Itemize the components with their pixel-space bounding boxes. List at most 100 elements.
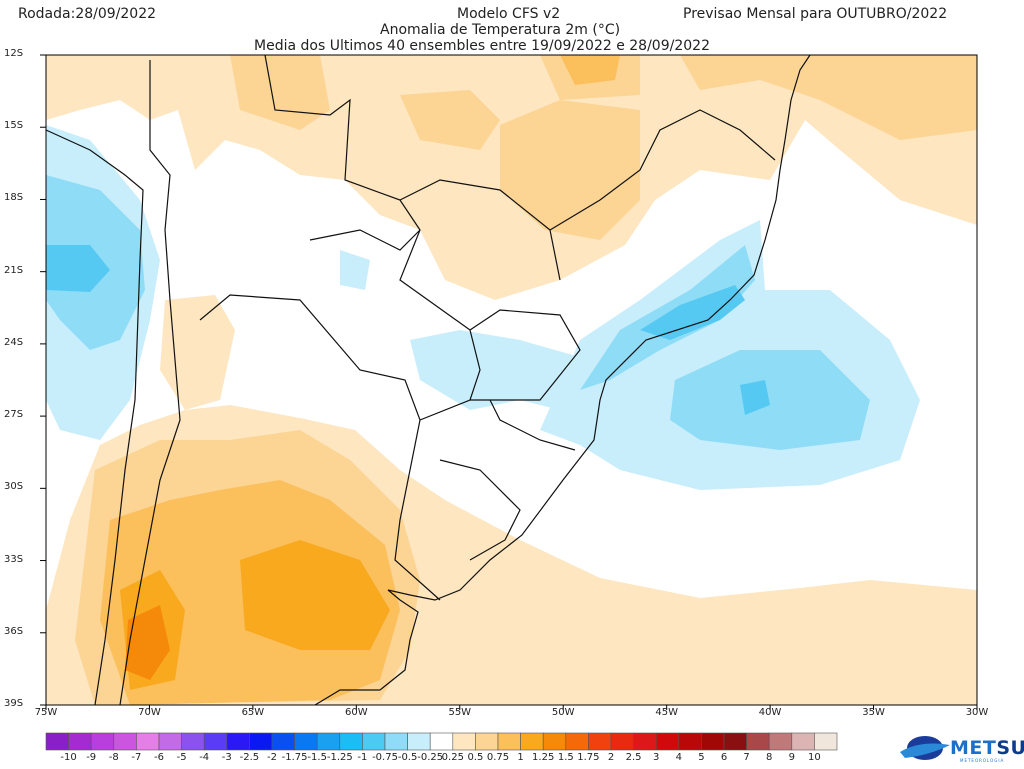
colorbar-swatch — [429, 732, 454, 751]
colorbar-swatch — [316, 732, 341, 751]
colorbar-label: 5 — [698, 752, 705, 763]
colorbar-label: 3 — [653, 752, 660, 763]
colorbar-swatch — [542, 732, 567, 751]
latitude-label: 21S — [4, 264, 24, 276]
coastline — [45, 54, 811, 706]
colorbar-label: -5 — [176, 752, 187, 763]
colorbar-label: 4 — [675, 752, 682, 763]
colorbar-label: -7 — [131, 752, 142, 763]
colorbar-swatch — [497, 732, 521, 751]
colorbar-label: -9 — [86, 752, 97, 763]
colorbar-swatch — [384, 732, 408, 751]
colorbar-swatch — [45, 732, 69, 751]
colorbar-label: 1.25 — [532, 752, 555, 763]
longitude-ticks — [45, 705, 978, 710]
colorbar-label: -4 — [199, 752, 210, 763]
colorbar-label: -0.5 — [397, 752, 418, 763]
model-name: Modelo CFS v2 — [457, 6, 561, 22]
colorbar-label: -0.75 — [372, 752, 398, 763]
metsul-logo-subtitle: METEOROLOGIA — [960, 758, 1005, 763]
colorbar-label: -1.25 — [326, 752, 353, 763]
coastlines-and-borders — [45, 54, 811, 706]
colorbar-swatch — [475, 732, 499, 751]
colorbar-label: -2 — [267, 752, 277, 763]
colorbar-swatch — [588, 732, 612, 751]
colorbar-label: -8 — [108, 752, 119, 763]
colorbar-swatch — [452, 732, 476, 751]
longitude-label: 30W — [965, 707, 989, 718]
colorbar-swatch — [791, 732, 815, 751]
latitude-label: 15S — [4, 120, 24, 132]
colorbar-label: 1.75 — [577, 752, 600, 763]
colorbar-label: 6 — [720, 752, 728, 763]
longitude-label: 65W — [241, 707, 265, 718]
colorbar-swatch — [701, 732, 725, 751]
longitude-label: 35W — [862, 707, 885, 718]
colorbar-swatch — [610, 732, 634, 751]
country-border — [199, 54, 776, 601]
colorbar-swatch — [136, 732, 160, 751]
colorbar-swatch — [249, 732, 273, 751]
colorbar-label: -2.5 — [239, 752, 260, 763]
colorbar-swatch — [768, 732, 793, 751]
colorbar-swatch — [113, 732, 137, 751]
colorbar-label: 2.5 — [625, 752, 642, 763]
colorbar-label: -1.75 — [281, 752, 308, 763]
colorbar-swatch — [655, 732, 680, 751]
colorbar-swatch — [271, 732, 295, 751]
colorbar-label: 7 — [743, 752, 750, 763]
latitude-label: 33S — [4, 553, 24, 565]
colorbar-label: 9 — [788, 752, 795, 763]
colorbar-label: -3 — [221, 752, 232, 763]
colorbar-label: -1.5 — [307, 752, 327, 763]
latitude-label: 27S — [4, 409, 24, 421]
colorbar-label: 2 — [607, 752, 615, 763]
colorbar-swatch — [407, 732, 431, 751]
forecast-title: Previsao Mensal para OUTUBRO/2022 — [683, 6, 948, 22]
metsul-logo: METSUL — [950, 737, 1024, 759]
colorbar-swatch — [362, 732, 386, 751]
colorbar-swatch — [339, 732, 363, 751]
colorbar-swatch — [90, 732, 115, 751]
variable-title: Anomalia de Temperatura 2m (°C) — [380, 22, 621, 38]
latitude-ticks — [40, 54, 46, 706]
longitude-label: 45W — [655, 707, 678, 718]
colorbar-label: 10 — [808, 752, 821, 763]
colorbar-label: 0.25 — [441, 752, 464, 763]
anomaly-fills — [46, 55, 977, 705]
colorbar-swatch — [723, 732, 747, 751]
latitude-label: 36S — [4, 625, 24, 637]
colorbar-swatch — [158, 732, 182, 751]
warm-region-andes — [160, 295, 235, 410]
colorbar-swatch — [633, 732, 657, 751]
run-date: Rodada:28/09/2022 — [18, 6, 157, 22]
longitude-label: 55W — [448, 707, 472, 718]
colorbar-swatch — [565, 732, 589, 751]
latitude-label: 12S — [4, 48, 24, 59]
colorbar-label: -1 — [357, 752, 368, 763]
latitude-label: 18S — [4, 192, 24, 204]
cool-region-central — [410, 330, 600, 410]
longitude-label: 40W — [758, 707, 782, 718]
latitude-label: 24S — [4, 336, 24, 348]
longitude-label: 50W — [551, 707, 575, 718]
colorbar-label: 0.75 — [486, 752, 510, 763]
colorbar-swatch — [746, 732, 770, 751]
colorbar — [45, 732, 838, 751]
colorbar-swatch — [203, 732, 228, 751]
country-border — [119, 60, 181, 706]
colorbar-label: -0.25 — [417, 752, 444, 763]
colorbar-swatch — [814, 732, 838, 751]
metsul-logo-globe-icon — [900, 736, 950, 760]
longitude-label: 70W — [138, 707, 161, 718]
colorbar-label: -10 — [60, 752, 77, 763]
colorbar-label: -6 — [154, 752, 164, 763]
colorbar-swatch — [678, 732, 702, 751]
colorbar-swatch — [520, 732, 544, 751]
colorbar-swatch — [181, 732, 205, 751]
latitude-label: 30S — [4, 481, 24, 493]
colorbar-swatch — [68, 732, 92, 751]
latitude-label: 39S — [4, 698, 24, 709]
longitude-label: 75W — [34, 707, 58, 718]
